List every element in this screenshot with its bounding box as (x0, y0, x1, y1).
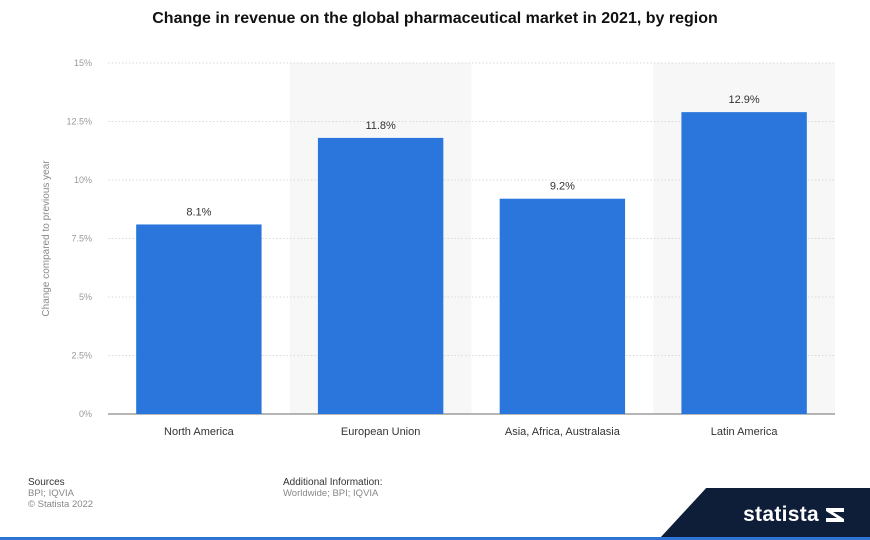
copyright-line: © Statista 2022 (28, 499, 94, 510)
bar (136, 224, 262, 414)
sources-line: BPI; IQVIA (28, 488, 74, 499)
bar-value-label: 8.1% (186, 206, 211, 218)
bar-value-label: 9.2% (550, 181, 575, 193)
y-axis-title: Change compared to previous year (41, 160, 52, 317)
y-tick-label: 10% (74, 175, 92, 185)
y-tick-label: 7.5% (71, 234, 92, 244)
y-tick-label: 5% (79, 292, 92, 302)
x-category-label: North America (164, 426, 235, 438)
additional-info-heading: Additional Information: (283, 477, 383, 488)
x-category-label: Latin America (711, 426, 779, 438)
chart-title: Change in revenue on the global pharmace… (152, 10, 718, 27)
x-category-label: Asia, Africa, Australasia (505, 426, 621, 438)
y-tick-label: 12.5% (66, 117, 92, 127)
bar-value-label: 11.8% (365, 120, 396, 132)
bottom-accent-rule (0, 537, 870, 540)
statista-logo-icon (826, 508, 844, 522)
bar-chart: 0% 2.5% 5% 7.5% 10% 12.5% 15% Change compared t… (41, 58, 835, 438)
statista-logo[interactable]: statista (743, 503, 846, 527)
bar (681, 112, 807, 414)
sources-heading: Sources (28, 477, 65, 488)
additional-info-block: Additional Information: Worldwide; BPI; … (283, 477, 383, 499)
y-tick-label: 15% (74, 58, 92, 68)
bar-value-label: 12.9% (729, 94, 760, 106)
brand-name: statista (743, 503, 819, 526)
x-category-label: European Union (341, 426, 421, 438)
additional-info-text: Worldwide; BPI; IQVIA (283, 488, 379, 499)
bar (499, 198, 626, 414)
bar (317, 137, 444, 414)
y-tick-label: 2.5% (71, 351, 92, 361)
y-tick-label: 0% (79, 409, 92, 419)
sources-block: Sources BPI; IQVIA © Statista 2022 (28, 477, 93, 510)
